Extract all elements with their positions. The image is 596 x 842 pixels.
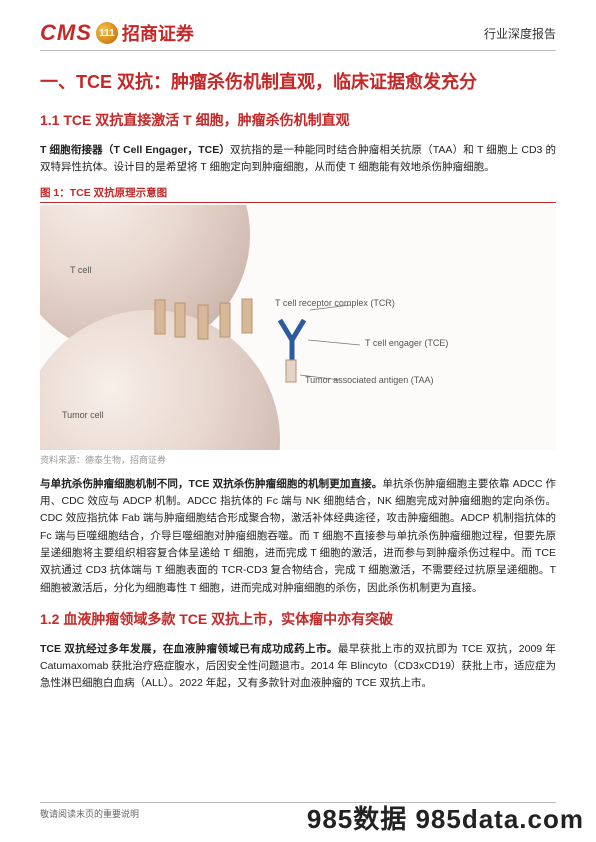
figure-1-source: 资料来源：德泰生物，招商证券 xyxy=(40,453,556,466)
figure-label-tcr: T cell receptor complex (TCR) xyxy=(275,298,395,308)
paragraph-1: T 细胞衔接器（T Cell Engager，TCE）双抗指的是一种能同时结合肿… xyxy=(40,142,556,177)
brand-cn: 招商证券 xyxy=(122,20,194,46)
section-title: 一、TCE 双抗：肿瘤杀伤机制直观，临床证据愈发充分 xyxy=(40,69,556,96)
figure-label-tumor: Tumor cell xyxy=(62,410,104,420)
figure-1-caption: 图 1：TCE 双抗原理示意图 xyxy=(40,185,556,203)
watermark: 985数据 985data.com xyxy=(307,799,584,836)
subsection-1-title: 1.1 TCE 双抗直接激活 T 细胞，肿瘤杀伤机制直观 xyxy=(40,110,556,130)
brand-block: CMS 111 招商证券 xyxy=(40,20,194,46)
para1-bold: T 细胞衔接器（T Cell Engager，TCE） xyxy=(40,144,230,156)
para3-bold: TCE 双抗经过多年发展，在血液肿瘤领域已有成功成药上市。 xyxy=(40,643,338,655)
brand-logo-icon: 111 xyxy=(96,22,118,44)
figure-1-diagram: T cell T cell receptor complex (TCR) T c… xyxy=(40,205,556,450)
brand-en: CMS xyxy=(40,20,92,46)
paragraph-3: TCE 双抗经过多年发展，在血液肿瘤领域已有成功成药上市。最早获批上市的双抗即为… xyxy=(40,641,556,693)
figure-label-tce: T cell engager (TCE) xyxy=(365,338,448,348)
para2-bold: 与单抗杀伤肿瘤细胞机制不同，TCE 双抗杀伤肿瘤细胞的机制更加直接。 xyxy=(40,478,382,490)
figure-label-taa: Tumor associated antigen (TAA) xyxy=(305,375,434,385)
report-type: 行业深度报告 xyxy=(484,25,556,42)
para2-rest: 单抗杀伤肿瘤细胞主要依靠 ADCC 作用、CDC 效应与 ADCP 机制。ADC… xyxy=(40,478,556,594)
subsection-2-title: 1.2 血液肿瘤领域多款 TCE 双抗上市，实体瘤中亦有突破 xyxy=(40,609,556,629)
figure-svg xyxy=(40,205,556,450)
page-header: CMS 111 招商证券 行业深度报告 xyxy=(40,20,556,51)
figure-label-tcell: T cell xyxy=(70,265,91,275)
paragraph-2: 与单抗杀伤肿瘤细胞机制不同，TCE 双抗杀伤肿瘤细胞的机制更加直接。单抗杀伤肿瘤… xyxy=(40,476,556,597)
